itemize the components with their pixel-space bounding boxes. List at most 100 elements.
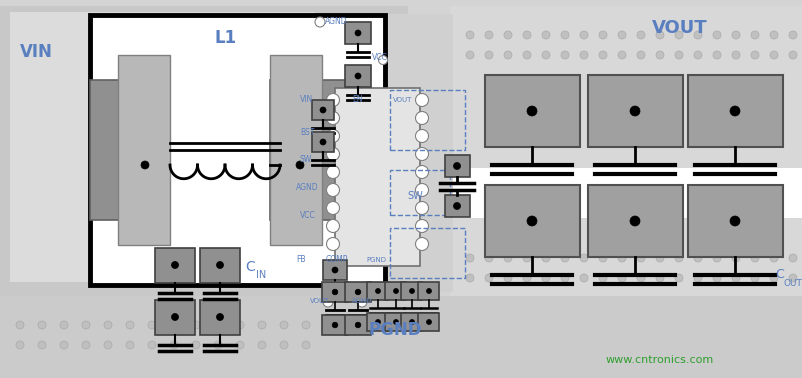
Circle shape <box>409 288 414 293</box>
Bar <box>484 75 579 147</box>
Circle shape <box>598 274 606 282</box>
Text: AGND: AGND <box>351 298 372 304</box>
Circle shape <box>561 51 569 59</box>
Text: FB: FB <box>296 256 305 265</box>
Bar <box>587 185 683 257</box>
Circle shape <box>302 321 310 329</box>
Circle shape <box>82 321 90 329</box>
Bar <box>384 313 406 331</box>
Text: SW: SW <box>407 191 422 201</box>
Circle shape <box>598 254 606 262</box>
Circle shape <box>465 254 473 262</box>
Circle shape <box>655 274 663 282</box>
Circle shape <box>214 321 221 329</box>
Circle shape <box>236 341 244 349</box>
Circle shape <box>618 254 626 262</box>
Circle shape <box>192 341 200 349</box>
Circle shape <box>326 147 339 161</box>
Circle shape <box>393 319 398 324</box>
Bar <box>90 15 384 285</box>
Circle shape <box>484 51 492 59</box>
Circle shape <box>322 297 333 307</box>
Bar <box>418 282 439 300</box>
Text: PGND: PGND <box>366 257 386 263</box>
Circle shape <box>788 254 796 262</box>
Bar <box>322 14 452 292</box>
Circle shape <box>636 51 644 59</box>
Bar <box>384 282 406 300</box>
Circle shape <box>426 319 431 324</box>
Bar <box>322 260 346 280</box>
Circle shape <box>579 274 587 282</box>
Bar <box>390 90 464 150</box>
Bar <box>200 300 240 335</box>
Text: EN: EN <box>351 96 362 104</box>
Circle shape <box>415 220 428 232</box>
Circle shape <box>484 274 492 282</box>
Circle shape <box>172 262 178 268</box>
Bar <box>269 80 350 220</box>
Bar <box>345 315 371 335</box>
Circle shape <box>126 341 134 349</box>
Circle shape <box>561 31 569 39</box>
Bar <box>312 132 334 152</box>
Circle shape <box>712 31 720 39</box>
Circle shape <box>148 321 156 329</box>
Bar <box>444 155 469 177</box>
Circle shape <box>82 341 90 349</box>
Text: C: C <box>245 260 254 274</box>
Text: VOUT: VOUT <box>392 97 412 103</box>
Circle shape <box>148 341 156 349</box>
Circle shape <box>636 254 644 262</box>
Circle shape <box>326 237 339 251</box>
Circle shape <box>674 51 683 59</box>
Bar <box>345 282 371 302</box>
Circle shape <box>712 274 720 282</box>
Circle shape <box>484 254 492 262</box>
Circle shape <box>354 322 360 328</box>
Bar <box>312 100 334 120</box>
Text: AGND: AGND <box>296 183 318 192</box>
Circle shape <box>257 341 265 349</box>
Circle shape <box>788 31 796 39</box>
Circle shape <box>296 161 304 169</box>
Circle shape <box>636 31 644 39</box>
Circle shape <box>172 313 178 321</box>
Circle shape <box>236 321 244 329</box>
Circle shape <box>598 51 606 59</box>
Circle shape <box>354 30 361 36</box>
Circle shape <box>731 254 739 262</box>
Bar <box>449 168 802 218</box>
Circle shape <box>332 322 338 328</box>
Bar <box>345 65 371 87</box>
Circle shape <box>170 341 178 349</box>
Circle shape <box>674 31 683 39</box>
Circle shape <box>788 274 796 282</box>
Circle shape <box>731 274 739 282</box>
Text: BST: BST <box>300 129 314 138</box>
Circle shape <box>104 341 111 349</box>
Circle shape <box>769 51 777 59</box>
Circle shape <box>618 274 626 282</box>
Circle shape <box>415 183 428 197</box>
Circle shape <box>280 321 288 329</box>
Circle shape <box>788 51 796 59</box>
Circle shape <box>504 51 512 59</box>
Circle shape <box>415 147 428 161</box>
Circle shape <box>331 267 338 273</box>
Text: C: C <box>774 268 783 282</box>
Circle shape <box>257 321 265 329</box>
Circle shape <box>618 31 626 39</box>
Circle shape <box>674 254 683 262</box>
Circle shape <box>769 254 777 262</box>
Circle shape <box>541 51 549 59</box>
Circle shape <box>541 254 549 262</box>
Circle shape <box>630 106 639 116</box>
Bar <box>484 185 579 257</box>
Circle shape <box>378 56 387 65</box>
Circle shape <box>769 31 777 39</box>
Bar <box>334 88 419 266</box>
Text: www.cntronics.com: www.cntronics.com <box>606 355 713 365</box>
Text: SW: SW <box>300 155 312 164</box>
Circle shape <box>526 216 537 226</box>
